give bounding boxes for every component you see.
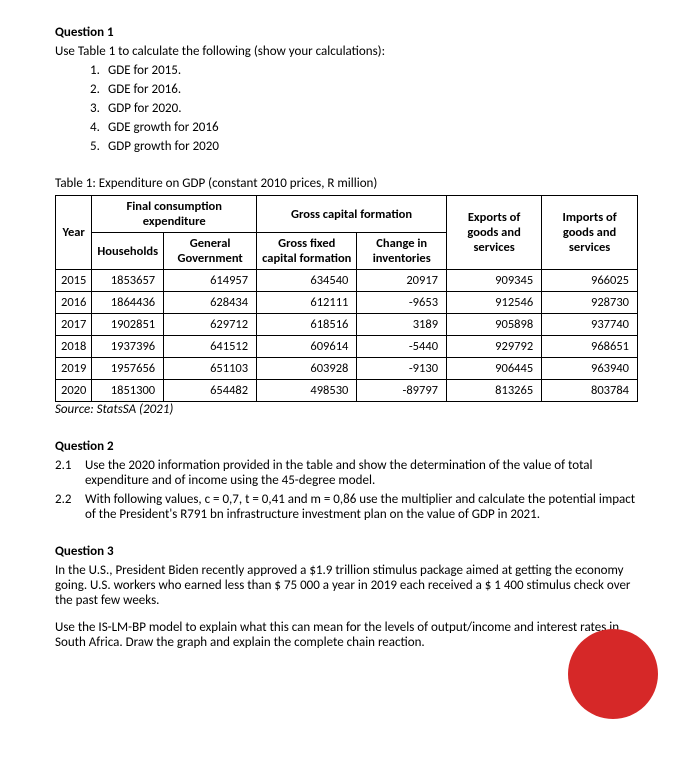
table-row: 2016 1864436 628434 612111 -9653 912546 … bbox=[56, 292, 638, 314]
sub-num: 2.1 bbox=[55, 458, 85, 488]
th-exports: Exports of goods and services bbox=[447, 196, 542, 270]
cell-hh: 1957656 bbox=[92, 358, 164, 380]
gdp-table: Year Final consumption expenditure Gross… bbox=[55, 195, 638, 402]
cell-gov: 628434 bbox=[164, 292, 257, 314]
th-year: Year bbox=[56, 196, 92, 270]
cell-imp: 963940 bbox=[542, 358, 638, 380]
table-row: 2015 1853657 614957 634540 20917 909345 … bbox=[56, 270, 638, 292]
cell-imp: 966025 bbox=[542, 270, 638, 292]
cell-year: 2016 bbox=[56, 292, 92, 314]
q1-heading: Question 1 bbox=[55, 25, 638, 40]
cell-inv: -9653 bbox=[357, 292, 447, 314]
cell-gov: 614957 bbox=[164, 270, 257, 292]
cell-gfcf: 609614 bbox=[257, 336, 357, 358]
q3-p2: Use the IS-LM-BP model to explain what t… bbox=[55, 620, 638, 650]
list-num: 3. bbox=[90, 101, 108, 116]
table-row: 2020 1851300 654482 498530 -89797 813265… bbox=[56, 380, 638, 402]
sub-text: Use the 2020 information provided in the… bbox=[85, 458, 638, 488]
cell-hh: 1902851 bbox=[92, 314, 164, 336]
cell-imp: 928730 bbox=[542, 292, 638, 314]
q3-heading: Question 3 bbox=[55, 544, 638, 559]
q2-item: 2.1 Use the 2020 information provided in… bbox=[55, 458, 638, 488]
sub-num: 2.2 bbox=[55, 492, 85, 522]
cell-year: 2020 bbox=[56, 380, 92, 402]
red-circle-decoration bbox=[568, 629, 658, 719]
th-gcf: Gross capital formation bbox=[257, 196, 447, 233]
cell-hh: 1864436 bbox=[92, 292, 164, 314]
cell-gfcf: 603928 bbox=[257, 358, 357, 380]
table-source: Source: StatsSA (2021) bbox=[55, 402, 638, 417]
cell-year: 2017 bbox=[56, 314, 92, 336]
cell-inv: -9130 bbox=[357, 358, 447, 380]
table-row: 2019 1957656 651103 603928 -9130 906445 … bbox=[56, 358, 638, 380]
cell-inv: -89797 bbox=[357, 380, 447, 402]
list-text: GDP growth for 2020 bbox=[108, 139, 219, 154]
cell-year: 2015 bbox=[56, 270, 92, 292]
cell-gfcf: 634540 bbox=[257, 270, 357, 292]
cell-exp: 906445 bbox=[447, 358, 542, 380]
cell-gfcf: 612111 bbox=[257, 292, 357, 314]
cell-imp: 968651 bbox=[542, 336, 638, 358]
cell-gfcf: 498530 bbox=[257, 380, 357, 402]
cell-imp: 937740 bbox=[542, 314, 638, 336]
cell-hh: 1851300 bbox=[92, 380, 164, 402]
list-num: 1. bbox=[90, 63, 108, 78]
th-fce: Final consumption expenditure bbox=[92, 196, 257, 233]
cell-year: 2019 bbox=[56, 358, 92, 380]
cell-inv: 20917 bbox=[357, 270, 447, 292]
list-num: 5. bbox=[90, 139, 108, 154]
list-text: GDE growth for 2016 bbox=[108, 120, 219, 135]
q3-p1: In the U.S., President Biden recently ap… bbox=[55, 563, 638, 608]
cell-exp: 912546 bbox=[447, 292, 542, 314]
cell-exp: 929792 bbox=[447, 336, 542, 358]
list-text: GDE for 2016. bbox=[108, 82, 181, 97]
list-num: 2. bbox=[90, 82, 108, 97]
sub-text: With following values, c = 0,7, t = 0,41… bbox=[85, 492, 638, 522]
list-num: 4. bbox=[90, 120, 108, 135]
q1-list: 1.GDE for 2015. 2.GDE for 2016. 3.GDP fo… bbox=[55, 63, 638, 154]
list-text: GDE for 2015. bbox=[108, 63, 181, 78]
cell-exp: 905898 bbox=[447, 314, 542, 336]
th-imports: Imports of goods and services bbox=[542, 196, 638, 270]
cell-inv: 3189 bbox=[357, 314, 447, 336]
cell-hh: 1937396 bbox=[92, 336, 164, 358]
cell-exp: 813265 bbox=[447, 380, 542, 402]
table-row: 2017 1902851 629712 618516 3189 905898 9… bbox=[56, 314, 638, 336]
q1-intro: Use Table 1 to calculate the following (… bbox=[55, 44, 638, 59]
cell-imp: 803784 bbox=[542, 380, 638, 402]
cell-exp: 909345 bbox=[447, 270, 542, 292]
cell-hh: 1853657 bbox=[92, 270, 164, 292]
cell-gov: 651103 bbox=[164, 358, 257, 380]
cell-year: 2018 bbox=[56, 336, 92, 358]
th-households: Households bbox=[92, 233, 164, 270]
th-chinv: Change in inventories bbox=[357, 233, 447, 270]
th-gengov: General Government bbox=[164, 233, 257, 270]
table-caption: Table 1: Expenditure on GDP (constant 20… bbox=[55, 176, 638, 191]
q2-item: 2.2 With following values, c = 0,7, t = … bbox=[55, 492, 638, 522]
th-gfcf: Gross fixed capital formation bbox=[257, 233, 357, 270]
table-row: 2018 1937396 641512 609614 -5440 929792 … bbox=[56, 336, 638, 358]
cell-gfcf: 618516 bbox=[257, 314, 357, 336]
cell-gov: 654482 bbox=[164, 380, 257, 402]
cell-inv: -5440 bbox=[357, 336, 447, 358]
cell-gov: 629712 bbox=[164, 314, 257, 336]
cell-gov: 641512 bbox=[164, 336, 257, 358]
q2-heading: Question 2 bbox=[55, 439, 638, 454]
list-text: GDP for 2020. bbox=[108, 101, 182, 116]
